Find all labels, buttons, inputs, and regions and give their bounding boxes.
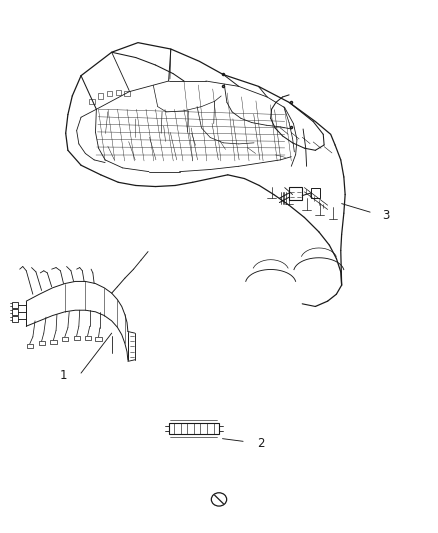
Bar [12, 316, 18, 322]
Bar [12, 302, 18, 308]
Bar [74, 336, 80, 340]
Bar [98, 93, 103, 99]
Bar [89, 99, 95, 104]
Bar [85, 336, 91, 340]
Text: 1: 1 [60, 369, 67, 382]
Bar [62, 337, 68, 341]
Bar [39, 341, 45, 345]
Bar [50, 340, 57, 344]
Bar [27, 344, 33, 348]
Bar [311, 188, 320, 198]
Bar [116, 90, 121, 95]
Bar [95, 337, 102, 341]
Bar [107, 91, 112, 96]
Bar [12, 309, 18, 315]
Bar [289, 187, 302, 200]
Text: 2: 2 [257, 437, 265, 450]
Bar [124, 91, 130, 96]
Text: 3: 3 [382, 209, 389, 222]
Bar [169, 423, 219, 434]
